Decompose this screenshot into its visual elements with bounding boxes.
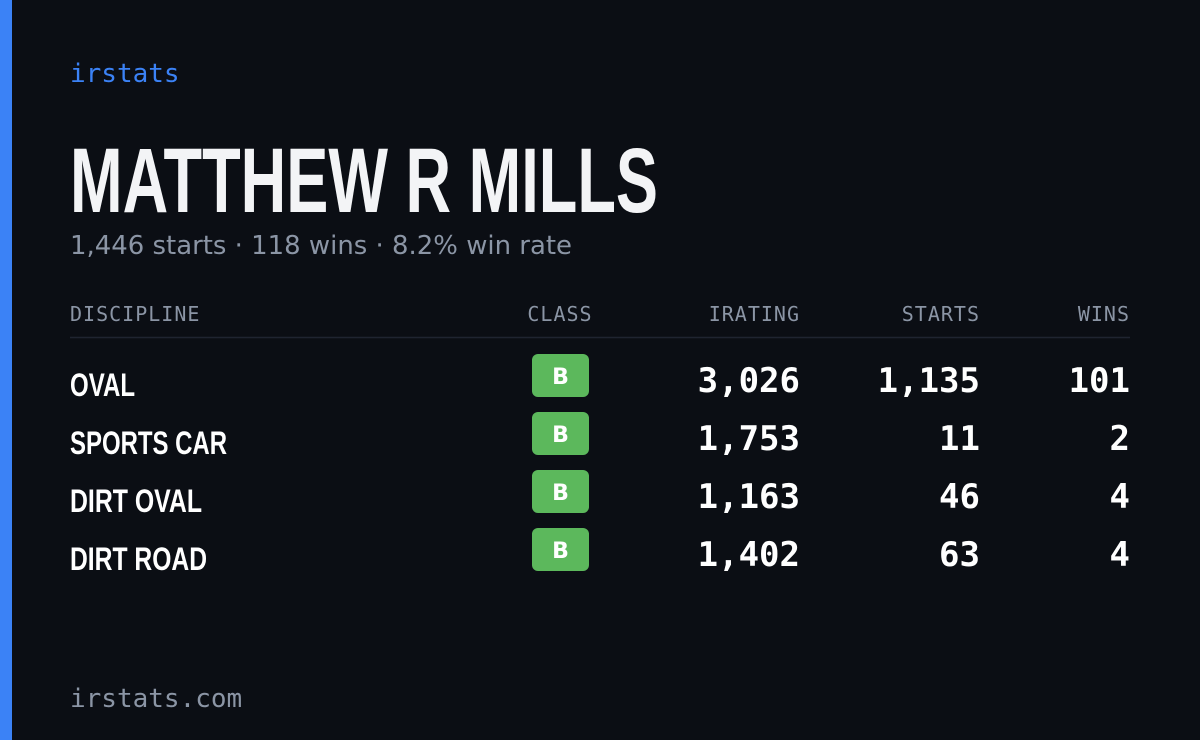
class-badge [532,412,589,455]
class-letter: B [552,481,569,506]
footer: irstats.com [70,684,242,714]
class-letter: B [552,423,569,448]
starts: 46 [939,477,980,517]
driver-summary: 1,446 starts · 118 wins · 8.2% win rate [70,231,572,261]
discipline: OVAL [70,367,135,403]
class-letter: B [552,539,569,564]
class-badge [532,528,589,571]
table-row: DIRT OVAL B 1,163 46 4 [70,470,1130,519]
irating: 3,026 [698,361,800,401]
table-row: SPORTS CAR B 1,753 11 2 [70,412,1130,461]
class-letter: B [552,365,569,390]
stats-table: DISCIPLINE CLASS IRATING STARTS WINS OVAL B 3,0… [70,302,1130,577]
column-header: DISCIPLINE [70,302,200,326]
driver-name: MATTHEW R MILLS [70,130,658,232]
irating: 1,163 [698,477,800,517]
wins: 101 [1069,361,1130,401]
column-header: CLASS [527,302,592,326]
table-row: OVAL B 3,026 1,135 101 [70,354,1130,403]
column-header: WINS [1078,302,1130,326]
wins: 2 [1110,419,1130,459]
wins: 4 [1110,535,1130,575]
discipline: DIRT OVAL [70,483,202,519]
accent-bar [0,0,12,740]
irating: 1,753 [698,419,800,459]
discipline: DIRT ROAD [70,541,207,577]
class-badge [532,470,589,513]
discipline: SPORTS CAR [70,425,227,461]
table-row: DIRT ROAD B 1,402 63 4 [70,528,1130,577]
column-header: STARTS [902,302,980,326]
starts: 1,135 [878,361,980,401]
class-badge [532,354,589,397]
column-header: IRATING [709,302,800,326]
irating: 1,402 [698,535,800,575]
starts: 63 [939,535,980,575]
starts: 11 [939,419,980,459]
wins: 4 [1110,477,1130,517]
brand: irstats [70,59,180,89]
